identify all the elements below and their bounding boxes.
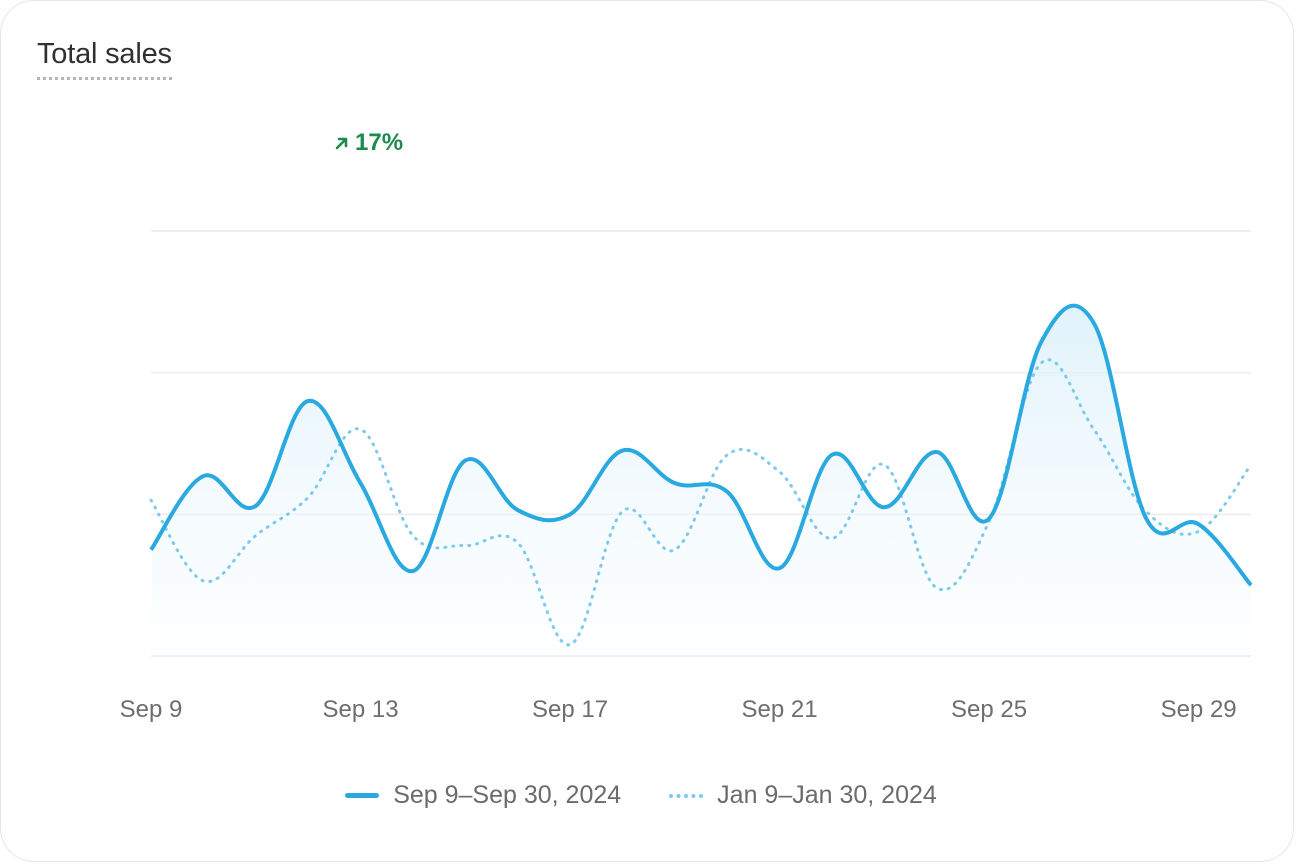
legend-label-comparison: Jan 9–Jan 30, 2024 — [717, 781, 937, 809]
arrow-up-right-icon — [335, 137, 348, 150]
legend-item-comparison[interactable]: Jan 9–Jan 30, 2024 — [669, 781, 937, 810]
legend-item-current[interactable]: Sep 9–Sep 30, 2024 — [345, 781, 621, 810]
card-title[interactable]: Total sales — [37, 37, 172, 80]
change-indicator: 17% — [333, 129, 403, 157]
change-percent: 17% — [355, 129, 404, 156]
legend-swatch-dotted — [669, 793, 704, 798]
series-comparison-line[interactable] — [149, 358, 1253, 647]
legend-swatch-solid — [345, 793, 380, 798]
x-tick-label: Sep 17 — [532, 696, 608, 723]
legend-label-current: Sep 9–Sep 30, 2024 — [393, 781, 622, 809]
series-current-area — [151, 305, 1251, 656]
x-tick-label: Sep 29 — [1161, 696, 1237, 723]
x-tick-label: Sep 9 — [120, 696, 183, 723]
x-tick-label: Sep 21 — [742, 696, 818, 723]
sales-line-chart: Sep 9 Sep 13 Sep 17 Sep 21 Sep 25 Sep 29 — [120, 230, 1253, 723]
x-tick-label: Sep 25 — [951, 696, 1027, 723]
series-current-line[interactable] — [149, 303, 1253, 587]
x-tick-label: Sep 13 — [322, 696, 398, 723]
chart-legend: Sep 9–Sep 30, 2024 Jan 9–Jan 30, 2024 — [1, 781, 1281, 810]
